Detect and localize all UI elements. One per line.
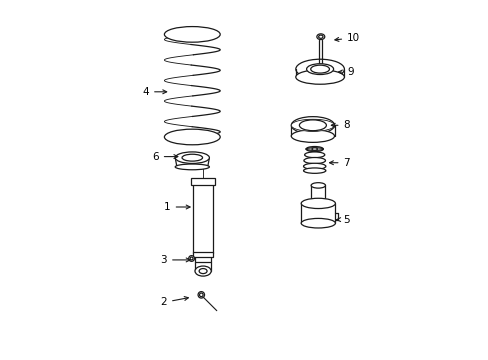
Ellipse shape [316, 34, 324, 40]
Ellipse shape [175, 152, 209, 163]
Text: 9: 9 [338, 67, 353, 77]
Ellipse shape [199, 293, 203, 297]
Ellipse shape [311, 148, 317, 150]
Text: 4: 4 [142, 87, 166, 97]
Bar [193, 183, 212, 253]
Ellipse shape [182, 154, 202, 161]
Ellipse shape [291, 130, 334, 143]
Ellipse shape [292, 120, 332, 131]
Ellipse shape [188, 256, 194, 261]
Text: 1: 1 [164, 202, 190, 212]
Text: 2: 2 [160, 297, 188, 307]
Bar [191, 178, 215, 185]
Ellipse shape [301, 219, 335, 228]
Ellipse shape [303, 157, 325, 163]
Ellipse shape [291, 119, 334, 131]
Ellipse shape [293, 120, 331, 131]
Text: 6: 6 [152, 152, 178, 162]
Ellipse shape [318, 35, 322, 38]
Ellipse shape [299, 120, 325, 131]
Ellipse shape [303, 168, 325, 173]
Ellipse shape [310, 183, 325, 188]
Bar [193, 252, 213, 257]
Ellipse shape [310, 201, 325, 206]
Text: 8: 8 [331, 120, 349, 130]
Ellipse shape [291, 120, 333, 131]
Ellipse shape [310, 65, 329, 73]
Ellipse shape [175, 164, 209, 170]
Ellipse shape [306, 64, 333, 75]
Ellipse shape [304, 152, 324, 158]
Ellipse shape [305, 148, 323, 150]
Ellipse shape [305, 147, 323, 152]
Text: 3: 3 [160, 255, 190, 265]
Ellipse shape [295, 70, 344, 84]
Ellipse shape [164, 27, 220, 42]
Ellipse shape [303, 163, 325, 169]
Ellipse shape [164, 129, 220, 145]
Text: 7: 7 [329, 158, 349, 168]
Text: 10: 10 [334, 33, 360, 43]
Ellipse shape [190, 257, 193, 260]
Ellipse shape [195, 266, 211, 276]
Ellipse shape [198, 292, 204, 298]
Bar [195, 256, 211, 262]
Ellipse shape [199, 269, 206, 274]
Ellipse shape [295, 59, 344, 79]
Text: 5: 5 [336, 215, 349, 225]
Ellipse shape [301, 198, 335, 208]
Ellipse shape [291, 117, 334, 134]
